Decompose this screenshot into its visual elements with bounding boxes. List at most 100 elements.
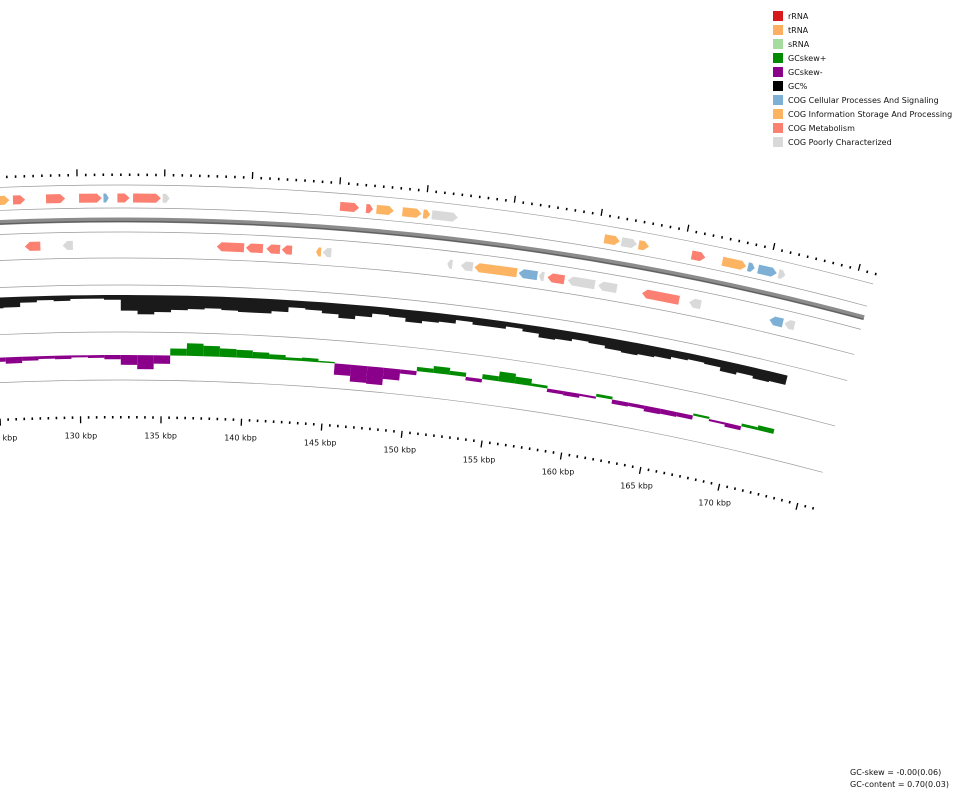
gene-feature [402, 207, 422, 218]
tick-label: 155 kbp [463, 455, 496, 464]
gc-skew-negative-bar [38, 355, 55, 359]
gene-feature [339, 201, 360, 212]
track-guide-line [0, 257, 855, 355]
legend-swatch [773, 137, 783, 147]
major-tick [320, 423, 323, 431]
gc-skew-negative-bar [333, 363, 352, 376]
gc-skew-positive-bar [498, 371, 517, 384]
minor-tick [703, 232, 706, 236]
tick-label: 135 kbp [144, 431, 177, 440]
gene-feature [460, 261, 474, 272]
gene-feature [603, 234, 620, 245]
gc-skew-negative-bar [659, 408, 677, 417]
gc-skew-negative-bar [120, 355, 138, 365]
gc-skew-negative-bar [399, 369, 417, 376]
major-tick [339, 177, 342, 185]
minor-tick [749, 491, 752, 494]
gene-feature [24, 241, 41, 251]
gc-skew-track [0, 343, 775, 434]
gene-feature [518, 269, 538, 281]
tick-label: 140 kbp [224, 434, 257, 443]
minor-tick [733, 487, 737, 491]
minor-tick [678, 474, 682, 478]
minor-tick [849, 265, 852, 269]
minor-tick [823, 259, 826, 263]
legend-item: COG Information Storage And Processing [773, 107, 952, 121]
gc-skew-negative-bar [104, 355, 121, 360]
gene-feature [133, 193, 161, 203]
minor-tick [832, 261, 835, 265]
gene-feature [567, 276, 596, 290]
gc-skew-negative-bar [87, 355, 105, 358]
track-guide-line [0, 331, 836, 427]
gc-skew-negative-bar [71, 355, 88, 358]
tick-label: 165 kbp [620, 482, 653, 491]
legend-label: GCskew- [788, 67, 823, 77]
backbone-shadow [0, 220, 864, 320]
minor-tick [721, 235, 724, 239]
major-tick [717, 483, 721, 491]
tick-label: 150 kbp [383, 446, 416, 455]
gc-skew-negative-bar [365, 366, 384, 386]
gc-skew-negative-bar [643, 405, 661, 415]
legend-item: GC% [773, 79, 952, 93]
gc-skew-negative-bar [676, 412, 693, 420]
gc-skew-negative-bar [465, 376, 483, 383]
minor-tick [788, 500, 791, 504]
minor-tick [773, 496, 776, 500]
major-tick [795, 502, 799, 510]
gc-skew-negative-bar [137, 355, 154, 370]
minor-tick [765, 494, 768, 498]
gene-feature [376, 204, 394, 215]
minor-tick [811, 506, 815, 510]
gc-skew-positive-bar [236, 349, 253, 359]
legend-swatch [773, 95, 783, 105]
gc-skew-positive-bar [433, 366, 451, 375]
gene-feature [637, 240, 649, 251]
gene-feature [245, 243, 264, 254]
legend-label: rRNA [788, 11, 809, 21]
legend-swatch [773, 109, 783, 119]
gene-feature [216, 242, 245, 253]
major-tick [857, 263, 861, 271]
gene-feature [322, 248, 332, 258]
legend-label: sRNA [788, 39, 810, 49]
track-guide-line [0, 379, 823, 473]
legend-swatch [773, 53, 783, 63]
gc-skew-positive-bar [269, 354, 286, 360]
gene-feature [721, 256, 747, 270]
legend-swatch [773, 123, 783, 133]
gc-skew-positive-bar [416, 366, 434, 373]
major-tick [400, 430, 403, 438]
gene-feature [689, 298, 702, 310]
gc-skew-positive-bar [757, 425, 775, 434]
minor-tick [780, 498, 783, 502]
legend-swatch [773, 11, 783, 21]
minor-tick [712, 234, 715, 237]
gc-skew-negative-bar [0, 357, 6, 362]
minor-tick [798, 253, 801, 257]
legend-item: COG Metabolism [773, 121, 952, 135]
inner-tick-ring [0, 415, 815, 510]
minor-tick [710, 481, 713, 485]
gene-feature [117, 193, 130, 203]
gene-feature [281, 245, 293, 255]
minor-tick [686, 476, 689, 480]
gc-skew-negative-bar [54, 355, 72, 360]
gene-feature [784, 320, 796, 331]
gc-skew-negative-bar [724, 422, 742, 431]
gc-skew-positive-bar [301, 357, 319, 363]
legend-label: COG Cellular Processes And Signaling [788, 95, 939, 105]
major-tick [559, 452, 563, 460]
minor-tick [663, 471, 666, 475]
gene-feature [79, 193, 102, 203]
gc-skew-negative-bar [546, 388, 564, 395]
gc-skew-positive-bar [514, 376, 533, 386]
gc-skew-positive-bar [318, 360, 335, 364]
minor-tick [874, 272, 877, 276]
gene-feature [690, 250, 706, 262]
minor-tick [702, 480, 705, 483]
major-tick [426, 185, 429, 193]
legend-swatch [773, 67, 783, 77]
